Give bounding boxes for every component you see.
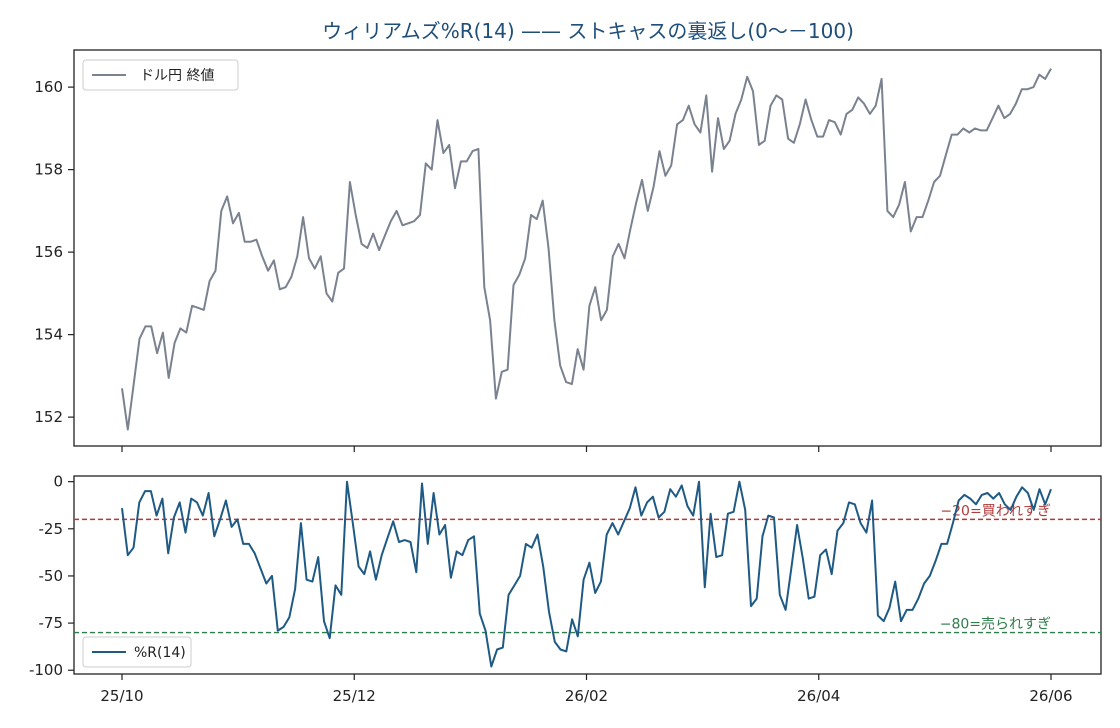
overbought-label: −20=買われすぎ (940, 503, 1051, 519)
x-tick-label: 26/04 (797, 687, 840, 705)
legend-label: ドル円 終値 (140, 68, 214, 84)
y-tick-label: 160 (34, 78, 63, 96)
y-tick-label: 154 (34, 326, 63, 344)
usd-jpy-close-line (121, 68, 1052, 431)
williams-r-line (121, 480, 1052, 668)
price-panel: 152 154 156 158 160 ドル円 終値 (34, 49, 1102, 452)
williams-r-y-axis: 0 -25 -50 -75 -100 (29, 473, 74, 679)
y-tick-label: -50 (39, 567, 64, 585)
price-legend: ドル円 終値 (82, 59, 239, 91)
williams-r-x-axis: 25/10 25/12 26/02 26/04 26/06 (100, 674, 1073, 705)
price-series (121, 68, 1052, 431)
legend-label: %R(14) (134, 645, 186, 661)
y-tick-label: 0 (53, 473, 63, 491)
oversold-label: −80=売られすぎ (940, 617, 1051, 633)
x-tick-label: 25/12 (333, 687, 376, 705)
x-tick-label: 26/02 (565, 687, 608, 705)
price-plot-area (73, 49, 1102, 447)
y-tick-label: 156 (34, 243, 63, 261)
x-tick-label: 25/10 (100, 687, 143, 705)
y-tick-label: 158 (34, 161, 63, 179)
price-x-ticks (121, 446, 1052, 452)
legend-box (82, 59, 239, 91)
legend-box (82, 636, 192, 668)
reference-lines: −20=買われすぎ −80=売られすぎ (74, 503, 1101, 634)
williams-r-series (121, 480, 1052, 668)
price-y-axis: 152 154 156 158 160 (34, 78, 74, 426)
williams-r-panel: 0 -25 -50 -75 -100 25/10 25/12 26/02 26/04 26/06… (29, 473, 1102, 705)
y-tick-label: -75 (39, 614, 64, 632)
y-tick-label: -25 (39, 520, 64, 538)
x-tick-label: 26/06 (1029, 687, 1072, 705)
williams-r-legend: %R(14) (82, 636, 192, 668)
chart-title: ウィリアムズ%R(14) —— ストキャスの裏返し(0〜－100) (322, 19, 854, 43)
y-tick-label: -100 (29, 661, 63, 679)
y-tick-label: 152 (34, 408, 63, 426)
